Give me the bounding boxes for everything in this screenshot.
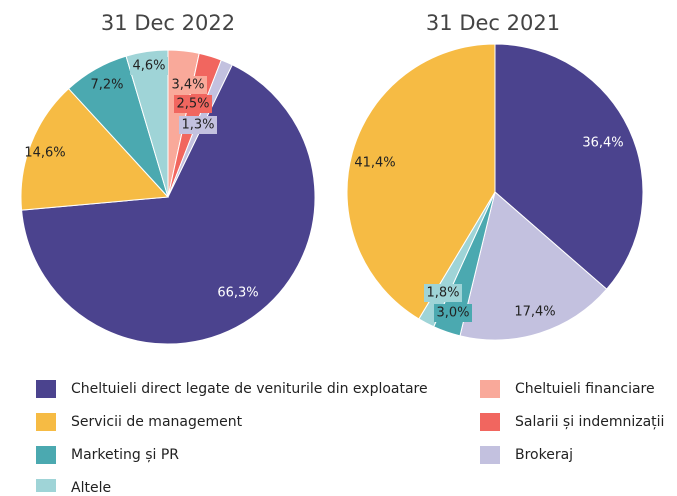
label-box <box>130 57 168 75</box>
pie-slice <box>20 87 170 211</box>
label-box <box>434 304 472 322</box>
data-label: 36,4% <box>582 136 623 151</box>
legend-label: Servicii de management <box>71 414 243 430</box>
legend-label: Brokeraj <box>515 447 573 463</box>
data-label: 1,3% <box>181 118 214 133</box>
label-box <box>174 95 212 113</box>
data-label: 41,4% <box>354 156 395 171</box>
legend-swatch <box>36 479 56 496</box>
label-box <box>424 284 462 302</box>
pie-slice <box>125 49 169 198</box>
legend-label: Altele <box>71 480 111 492</box>
legend-label: Cheltuieli direct legate de veniturile d… <box>71 381 428 397</box>
data-label: 7,2% <box>90 78 123 93</box>
legend-swatch <box>36 413 56 431</box>
data-label: 17,4% <box>514 305 555 320</box>
pie-slice <box>21 64 316 345</box>
data-label: 14,6% <box>24 146 65 161</box>
data-label: 66,3% <box>217 286 258 301</box>
legend-swatch <box>480 446 500 464</box>
data-label: 3,4% <box>171 78 204 93</box>
legend-swatch <box>480 413 500 431</box>
label-box <box>179 116 217 134</box>
legend-swatch <box>480 380 500 398</box>
pie-slice <box>346 43 496 320</box>
chart-title: 31 Dec 2021 <box>426 11 560 35</box>
pie-slice <box>494 43 644 290</box>
label-box <box>169 76 207 94</box>
pie-slice <box>459 191 608 341</box>
data-label: 3,0% <box>436 306 469 321</box>
legend-label: Cheltuieli financiare <box>515 381 655 397</box>
legend-label: Salarii și indemnizații <box>515 414 664 430</box>
data-label: 1,8% <box>426 286 459 301</box>
data-label: 2,5% <box>176 97 209 112</box>
legend-swatch <box>36 380 56 398</box>
data-label: 4,6% <box>132 59 165 74</box>
legend-swatch <box>36 446 56 464</box>
legend-label: Marketing și PR <box>71 447 179 463</box>
chart-title: 31 Dec 2022 <box>101 11 235 35</box>
